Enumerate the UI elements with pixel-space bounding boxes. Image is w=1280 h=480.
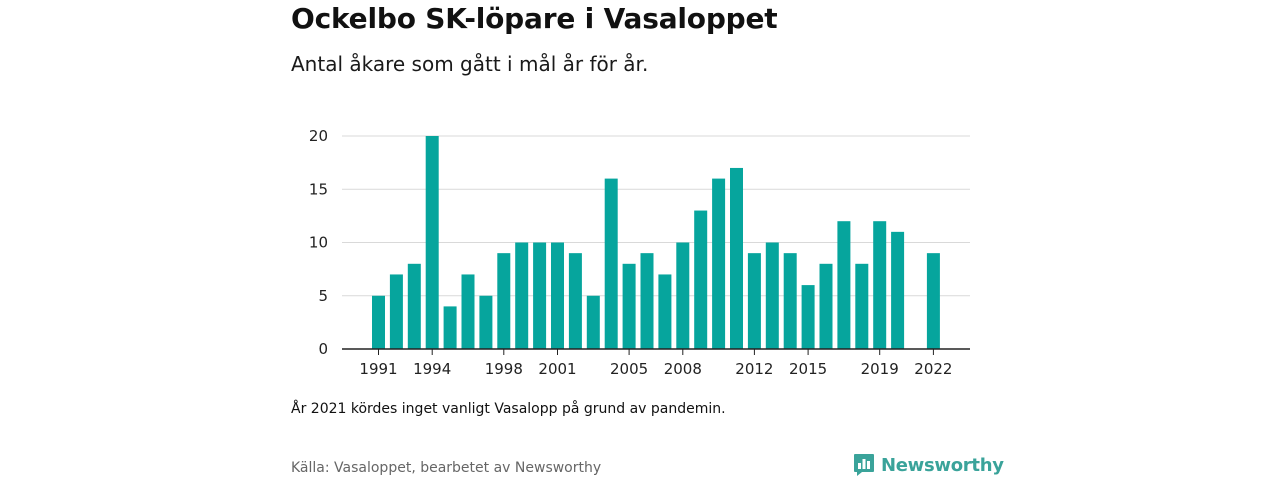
x-tick-label: 1994 (413, 360, 451, 378)
bar (819, 263, 833, 349)
x-tick-label: 2022 (914, 360, 952, 378)
y-tick-label: 0 (318, 340, 328, 358)
bar (568, 253, 582, 349)
bar (407, 263, 421, 349)
bar (801, 285, 815, 349)
x-tick-label: 2008 (664, 360, 702, 378)
bar (891, 231, 905, 349)
y-tick-label: 15 (309, 180, 328, 198)
bar (389, 274, 403, 349)
bar-chart: 0 5 10 15 20 1991 1994 1998 2001 2005 2008 2012 2015… (309, 127, 970, 378)
y-tick-label: 10 (309, 234, 328, 252)
brand-logo: Newsworthy (853, 453, 1004, 477)
bar (497, 253, 511, 349)
bar (837, 221, 851, 349)
bar (765, 242, 779, 349)
bar (873, 221, 887, 349)
bar (658, 274, 672, 349)
chart-title: Ockelbo SK-löpare i Vasaloppet (291, 2, 778, 35)
x-tick-label: 1998 (485, 360, 523, 378)
newsworthy-bar-chart-icon (854, 454, 874, 476)
bar (730, 167, 743, 349)
x-tick-label: 2005 (610, 360, 648, 378)
bar (622, 263, 636, 349)
bar (372, 295, 385, 349)
bar (783, 253, 797, 349)
footnote: År 2021 kördes inget vanligt Vasalopp på… (291, 401, 726, 417)
bar (425, 136, 439, 349)
bar (551, 242, 564, 349)
chart-subtitle: Antal åkare som gått i mål år för år. (291, 52, 649, 76)
bar (586, 295, 600, 349)
source-credit: Källa: Vasaloppet, bearbetet av Newswort… (291, 460, 602, 476)
bar (515, 242, 529, 349)
bar (747, 253, 761, 349)
bar (676, 242, 690, 349)
bar (443, 306, 457, 349)
bar (926, 253, 940, 349)
bar (461, 274, 475, 349)
y-tick-label: 20 (309, 127, 328, 145)
bar (604, 178, 618, 349)
brand-name: Newsworthy (881, 454, 1004, 476)
x-tick-label: 2012 (735, 360, 773, 378)
y-tick-label: 5 (318, 287, 328, 305)
bar (640, 253, 654, 349)
bar (694, 210, 708, 349)
x-tick-label: 2015 (789, 360, 827, 378)
x-tick-label: 2019 (861, 360, 899, 378)
bar (855, 263, 869, 349)
bar (533, 242, 547, 349)
bar (712, 178, 726, 349)
bar (479, 295, 493, 349)
x-tick-label: 2001 (538, 360, 576, 378)
x-tick-label: 1991 (359, 360, 397, 378)
